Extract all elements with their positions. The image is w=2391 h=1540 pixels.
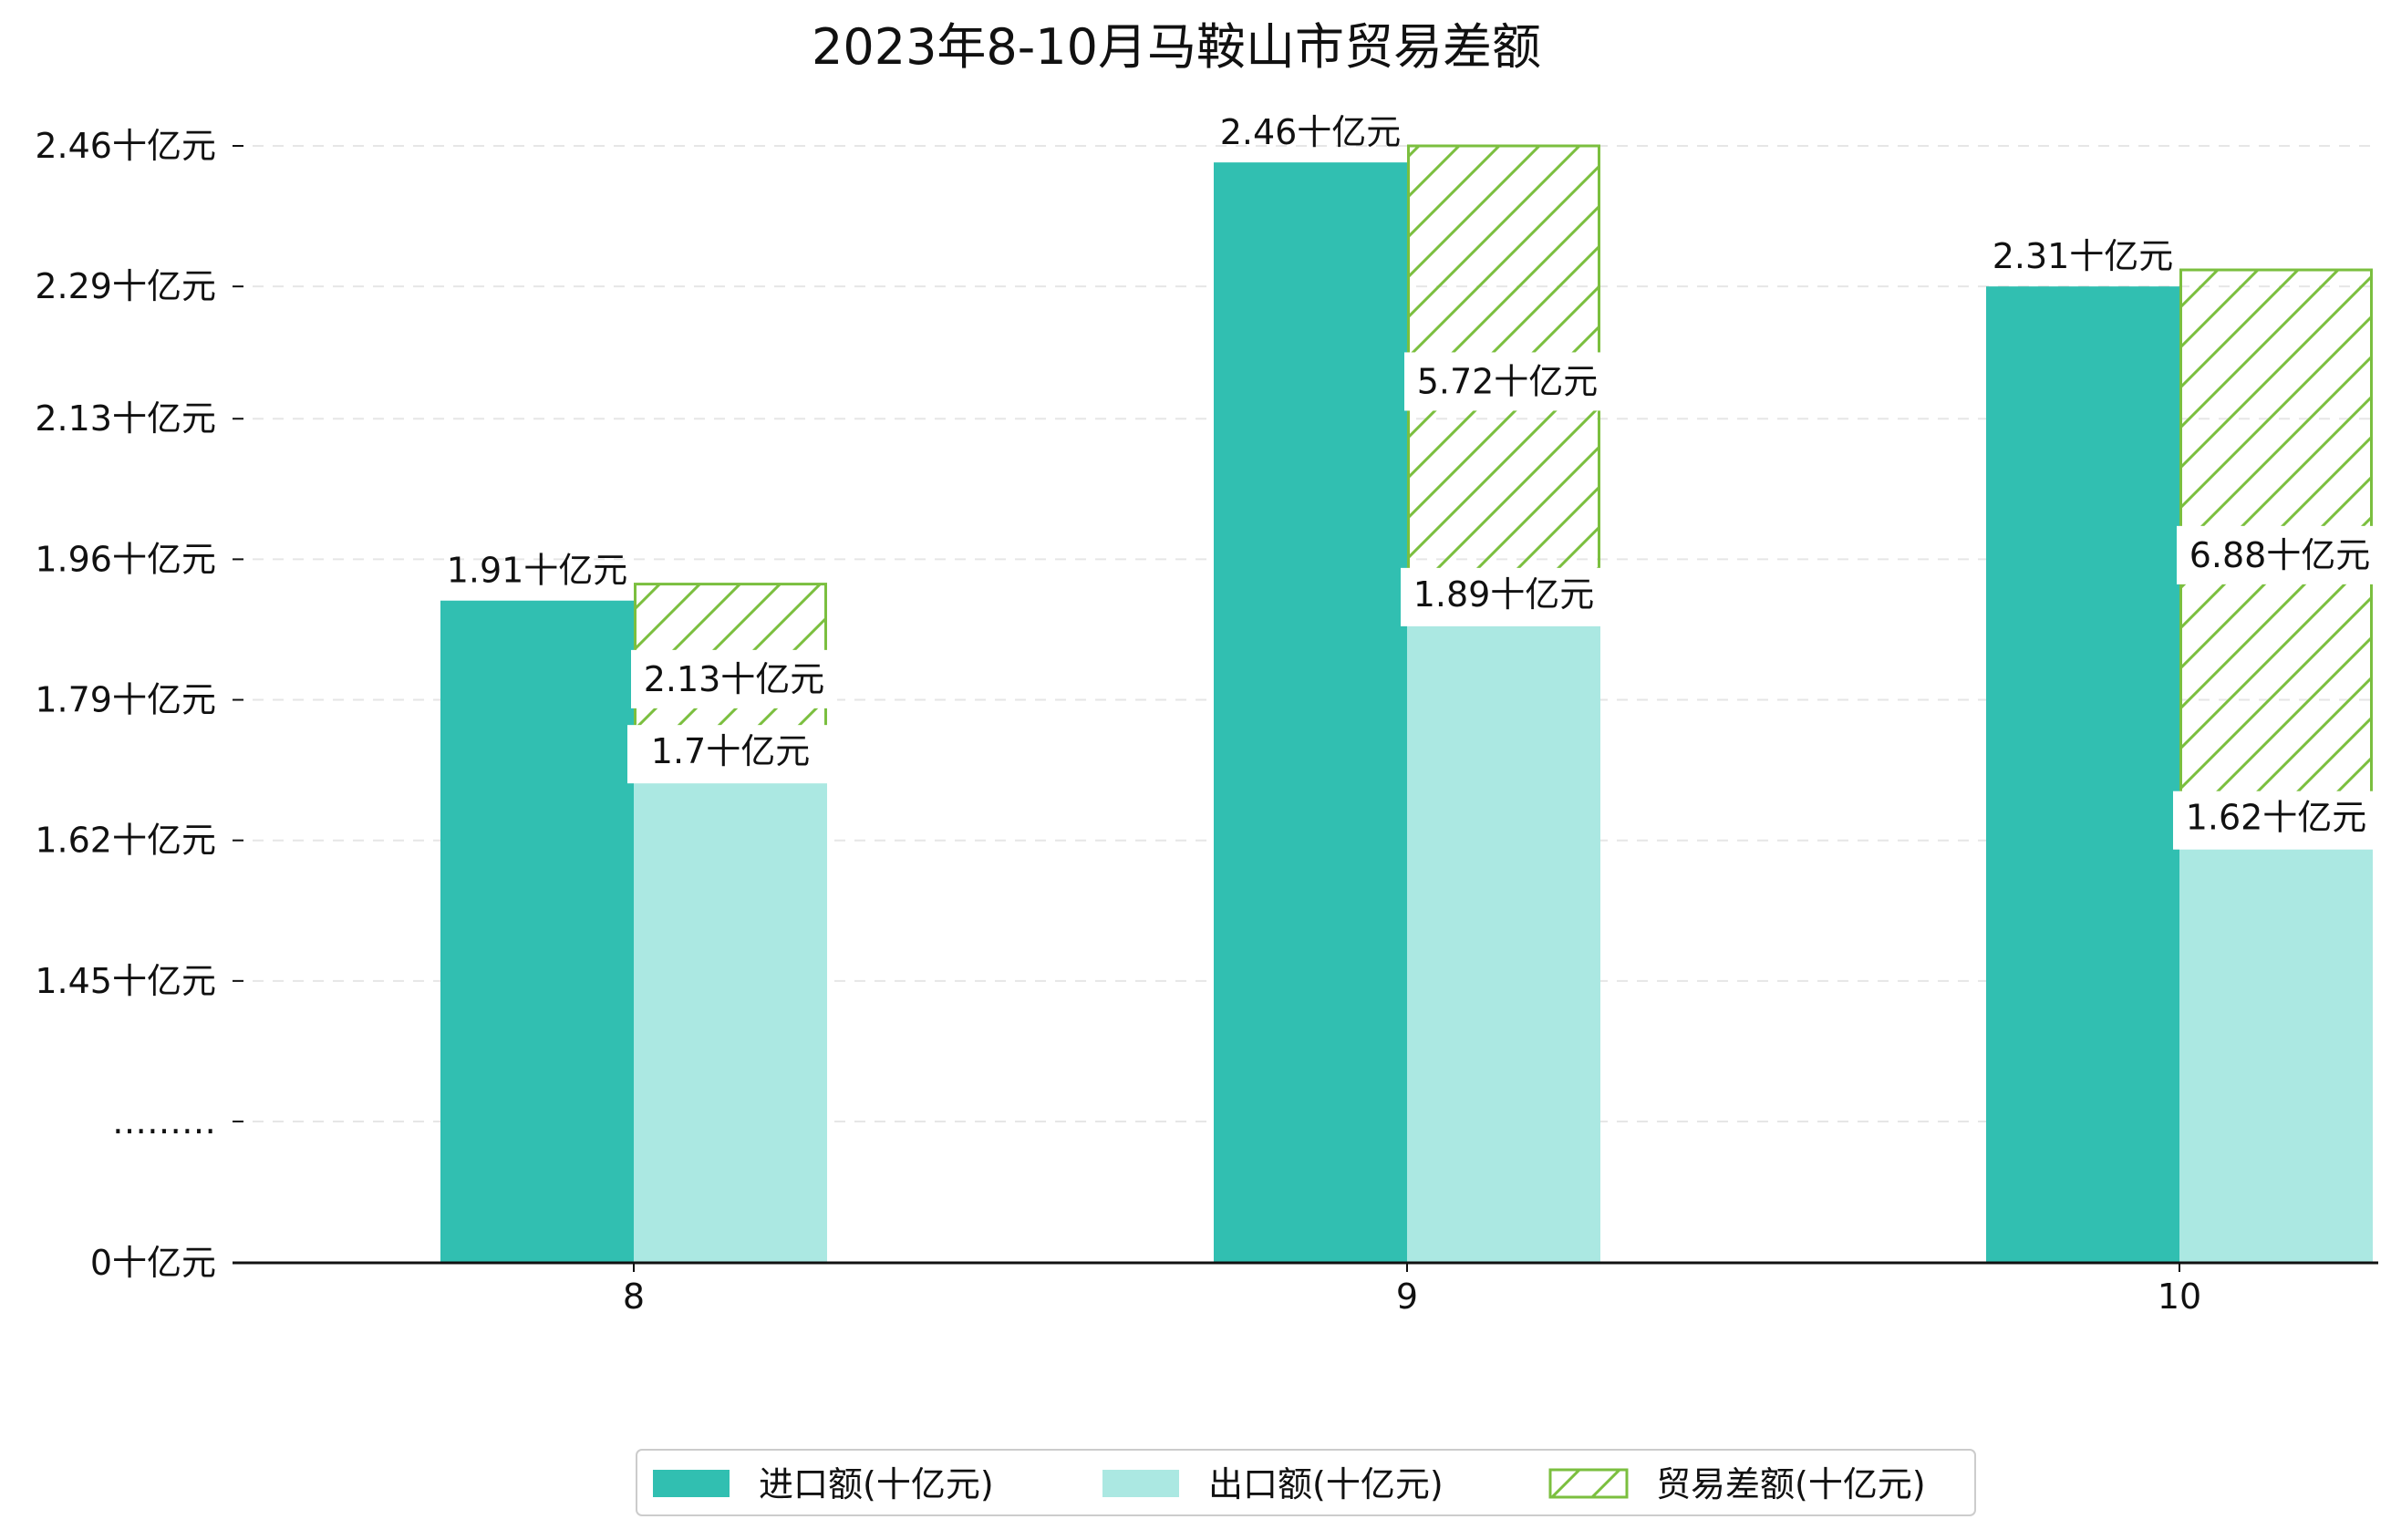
data-labels: 1.91十亿元 1.7十亿元 2.13十亿元 2.46十亿元 1.89十亿元 5.72十亿… — [447, 112, 2383, 850]
data-label-trade-balance: 5.72十亿元 — [1417, 361, 1599, 401]
bar-import — [1986, 286, 2179, 1263]
data-label-trade-balance: 2.13十亿元 — [644, 659, 825, 699]
axes: 0十亿元 ……… 1.45十亿元 1.62十亿元 1.79十亿元 1.96十亿元 2.13十… — [35, 126, 2378, 1317]
data-label-import: 1.91十亿元 — [447, 551, 628, 591]
bar-export — [634, 774, 827, 1263]
x-tick-label: 8 — [623, 1276, 645, 1317]
data-label-import: 2.46十亿元 — [1220, 112, 1402, 152]
y-tick-label: 1.96十亿元 — [35, 539, 216, 579]
bar-import — [440, 600, 634, 1263]
legend-label: 出口额(十亿元) — [1208, 1464, 1444, 1504]
data-label-import: 2.31十亿元 — [1992, 236, 2174, 276]
x-tick-label: 10 — [2158, 1276, 2201, 1317]
y-tick-label: 1.62十亿元 — [35, 821, 216, 861]
data-label-export: 1.7十亿元 — [651, 731, 810, 771]
y-tick-label: ……… — [112, 1101, 216, 1142]
y-tick-label: 2.13十亿元 — [35, 398, 216, 439]
label-bg — [627, 725, 833, 784]
data-label-export: 1.62十亿元 — [2186, 798, 2367, 838]
legend-swatch — [653, 1470, 730, 1497]
legend-swatch — [1102, 1470, 1179, 1497]
label-bg — [1401, 567, 1607, 626]
bar-import — [1214, 162, 1407, 1263]
label-bg — [1404, 352, 1610, 411]
x-tick-label: 9 — [1396, 1276, 1418, 1317]
y-tick-label: 2.46十亿元 — [35, 126, 216, 166]
y-tick-label: 1.45十亿元 — [35, 961, 216, 1001]
y-tick-label: 1.79十亿元 — [35, 680, 216, 720]
legend-label: 贸易差额(十亿元) — [1656, 1464, 1926, 1504]
y-tick-label: 2.29十亿元 — [35, 266, 216, 306]
y-tick-label: 0十亿元 — [90, 1243, 216, 1283]
label-bg — [2173, 791, 2379, 850]
legend-box — [636, 1449, 1976, 1516]
legend: 进口额(十亿元) 出口额(十亿元) 贸易差额(十亿元) — [636, 1449, 1976, 1516]
label-bg — [631, 649, 837, 708]
bar-export — [1407, 616, 1600, 1263]
data-label-export: 1.89十亿元 — [1413, 574, 1595, 615]
legend-swatch — [1548, 1468, 1629, 1499]
bar-export — [2179, 840, 2373, 1263]
data-label-trade-balance: 6.88十亿元 — [2189, 535, 2371, 575]
label-bg — [2177, 525, 2383, 584]
legend-label: 进口额(十亿元) — [759, 1464, 994, 1504]
chart-title: 2023年8-10月马鞍山市贸易差额 — [812, 18, 1541, 76]
